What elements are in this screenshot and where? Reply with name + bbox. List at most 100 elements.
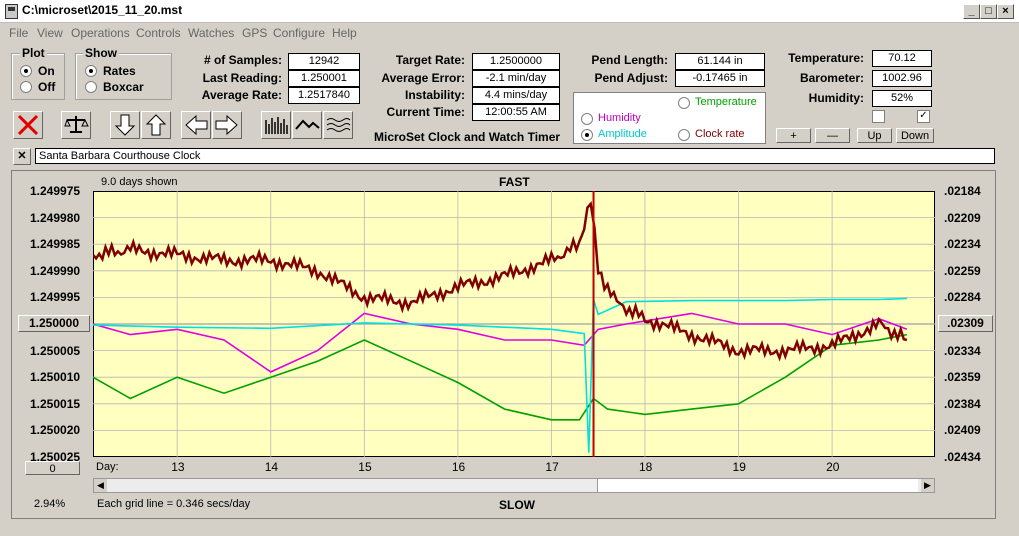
time-scrollbar[interactable]: ◀ ▶ xyxy=(93,478,935,493)
show-group xyxy=(75,53,172,100)
plot-group-label: Plot xyxy=(20,46,47,60)
last-reading-label: Last Reading: xyxy=(202,71,282,85)
show-boxcar-radio[interactable] xyxy=(85,81,97,93)
wave-icon xyxy=(295,119,320,130)
down-button[interactable]: Down xyxy=(896,128,934,143)
overlay-humidity-label: Humidity xyxy=(598,112,641,124)
scroll-left-arrow-icon[interactable]: ◀ xyxy=(94,479,107,492)
average-rate-label: Average Rate: xyxy=(201,88,282,102)
wave-view-button[interactable] xyxy=(292,111,322,139)
bars-view-button[interactable] xyxy=(261,111,291,139)
arrow-down-icon xyxy=(114,114,136,136)
humidity-field: 52% xyxy=(872,90,932,107)
day-tick-label: 19 xyxy=(732,460,746,474)
env-checkbox-2[interactable]: ✓ xyxy=(917,110,930,123)
samples-label: # of Samples: xyxy=(203,53,282,67)
arrow-down-button[interactable] xyxy=(110,111,140,139)
right-tick-label: .02284 xyxy=(944,290,981,305)
overlay-temperature-label: Temperature xyxy=(695,96,757,108)
right-tick-label: .02184 xyxy=(944,184,981,198)
multi-wave-view-button[interactable] xyxy=(323,111,353,139)
scroll-thumb[interactable] xyxy=(597,479,918,492)
pend-length-field[interactable]: 61.144 in xyxy=(675,53,765,70)
menu-controls[interactable]: Controls xyxy=(136,26,181,40)
arrow-left-button[interactable] xyxy=(181,111,211,139)
right-tick-label: .02334 xyxy=(944,343,981,358)
window-title: C:\microset\2015_11_20.mst xyxy=(22,3,183,17)
show-boxcar-label: Boxcar xyxy=(103,80,144,94)
barometer-label: Barometer: xyxy=(799,71,864,85)
overlay-amplitude-radio[interactable] xyxy=(581,129,593,141)
menu-configure[interactable]: Configure xyxy=(273,26,326,40)
show-rates-label: Rates xyxy=(103,64,136,78)
overlay-humidity-radio[interactable] xyxy=(581,113,593,125)
stop-button[interactable] xyxy=(13,111,43,139)
series-line-rate xyxy=(93,201,908,362)
close-button[interactable]: × xyxy=(997,4,1014,19)
menu-file[interactable]: File xyxy=(9,26,29,40)
menu-operations[interactable]: Operations xyxy=(71,26,130,40)
show-rates-radio[interactable] xyxy=(85,65,97,77)
right-tick-label: .02384 xyxy=(944,396,981,411)
env-checkbox-1[interactable] xyxy=(872,110,885,123)
plus-button[interactable]: + xyxy=(776,128,811,143)
day-tick-label: 18 xyxy=(638,460,653,474)
arrow-right-button[interactable] xyxy=(212,111,242,139)
target-rate-label: Target Rate: xyxy=(395,53,465,67)
current-time-field: 12:00:55 AM xyxy=(472,104,560,121)
target-rate-field[interactable]: 1.2500000 xyxy=(472,53,560,70)
overlay-clockrate-radio[interactable] xyxy=(678,129,690,141)
scroll-value-field[interactable]: 0 xyxy=(25,461,80,475)
days-shown-label: 9.0 days shown xyxy=(101,176,178,188)
average-error-label: Average Error: xyxy=(381,71,465,85)
slow-label: SLOW xyxy=(499,498,535,512)
arrow-up-icon xyxy=(145,114,167,136)
plot-on-label: On xyxy=(38,64,55,78)
right-center-button[interactable]: .02309 xyxy=(938,315,993,332)
minus-button[interactable]: — xyxy=(815,128,850,143)
scroll-right-arrow-icon[interactable]: ▶ xyxy=(921,479,934,492)
balance-scale-icon xyxy=(64,116,89,133)
stop-x-icon xyxy=(17,114,39,136)
pend-adjust-label: Pend Adjust: xyxy=(594,71,668,85)
minimize-button[interactable]: _ xyxy=(963,4,980,19)
temperature-field: 70.12 xyxy=(872,50,932,67)
day-tick-label: 17 xyxy=(545,460,559,474)
up-button[interactable]: Up xyxy=(857,128,892,143)
plot-on-radio[interactable] xyxy=(20,65,32,77)
temperature-label: Temperature: xyxy=(788,51,864,65)
balance-button[interactable] xyxy=(61,111,91,139)
arrow-up-button[interactable] xyxy=(141,111,171,139)
left-center-button[interactable]: 1.250000 xyxy=(18,315,90,332)
maximize-button[interactable]: □ xyxy=(980,4,997,19)
menu-gps[interactable]: GPS xyxy=(242,26,268,40)
app-caption: MicroSet Clock and Watch Timer xyxy=(374,130,561,144)
clear-clock-name-button[interactable]: ✕ xyxy=(13,148,31,165)
show-group-label: Show xyxy=(83,46,119,60)
average-error-field: -2.1 min/day xyxy=(472,70,560,87)
instability-label: Instability: xyxy=(404,88,465,102)
title-bar: C:\microset\2015_11_20.mst _ □ × xyxy=(0,0,1019,23)
right-tick-label: .02259 xyxy=(944,263,981,278)
day-tick-label: 13 xyxy=(171,460,185,474)
menu-watches[interactable]: Watches xyxy=(188,26,235,40)
bar-graph-icon xyxy=(265,117,288,134)
left-tick-label: 1.250010 xyxy=(30,370,81,385)
left-tick-label: 1.250020 xyxy=(30,423,81,438)
clock-name-input[interactable]: Santa Barbara Courthouse Clock xyxy=(35,148,995,164)
left-tick-label: 1.249975 xyxy=(30,184,81,198)
plot-off-radio[interactable] xyxy=(20,81,32,93)
menu-help[interactable]: Help xyxy=(332,26,357,40)
instability-field: 4.4 mins/day xyxy=(472,87,560,104)
right-tick-label: .02409 xyxy=(944,423,981,438)
barometer-field: 1002.96 xyxy=(872,70,932,87)
right-tick-label: .02234 xyxy=(944,237,981,252)
day-tick-label: 15 xyxy=(358,460,372,474)
rate-plot xyxy=(93,191,935,457)
left-tick-label: 1.249995 xyxy=(30,290,81,305)
left-tick-label: 1.250005 xyxy=(30,343,81,358)
overlay-temperature-radio[interactable] xyxy=(678,97,690,109)
menu-view[interactable]: View xyxy=(37,26,63,40)
pend-adjust-field: -0.17465 in xyxy=(675,70,765,87)
overlay-clockrate-label: Clock rate xyxy=(695,128,745,140)
